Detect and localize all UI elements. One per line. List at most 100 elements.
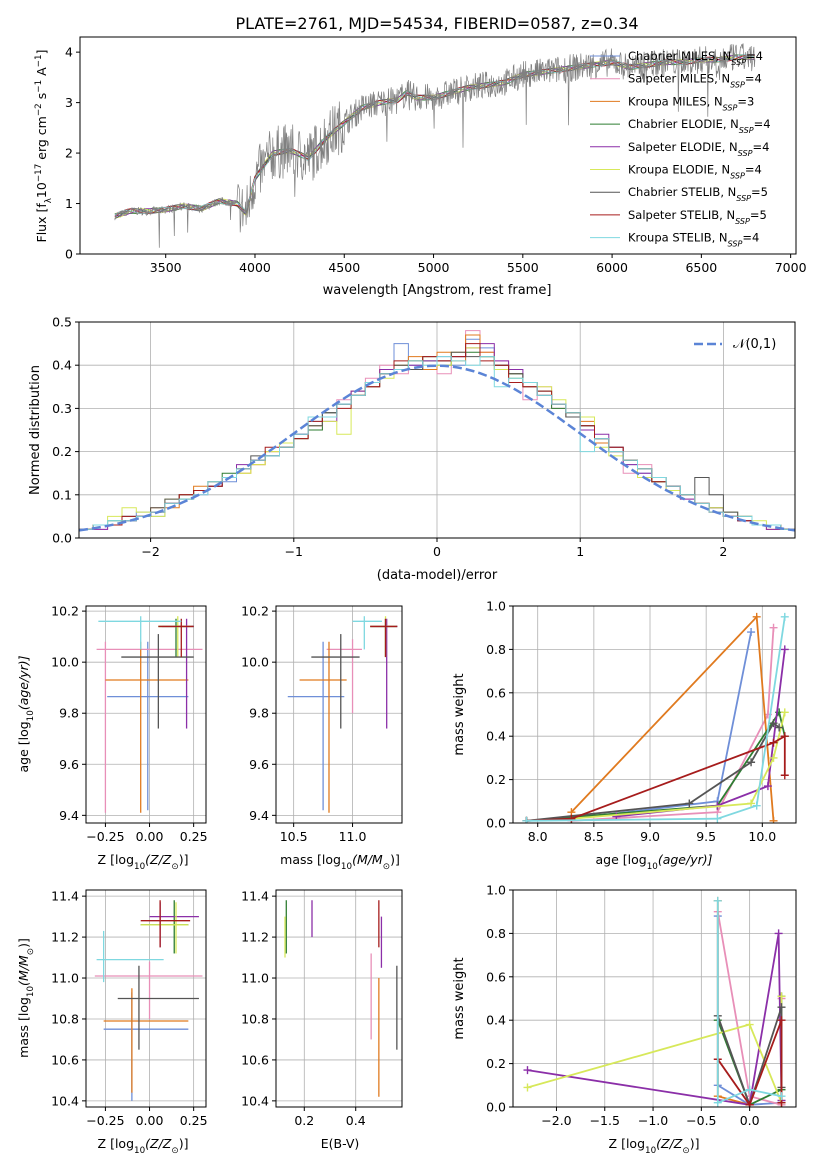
y-tick-label: 0.4 [486,1013,506,1028]
legend-label-part: SSP [730,171,745,180]
y-tick-label: 10.8 [241,1011,269,1026]
plot-area [114,43,756,248]
legend-label: Kroupa MILES, NSSP=3 [628,94,754,112]
y-axis-label-part: −2 [34,103,44,116]
x-tick-label: 4000 [239,260,271,275]
weight-marker [777,992,786,1001]
y-axis-label-part: mass [log [16,997,31,1058]
y-tick-label: 0.3 [52,401,72,416]
y-tick-label: 2 [65,146,73,161]
y-tick-label: 10.0 [51,655,79,670]
y-axis-label: age [log10(age/yr)] [16,655,36,772]
x-tick-label: 6000 [596,260,628,275]
x-axis-label: (data-model)/error [377,568,498,583]
weight-marker [713,814,722,823]
weight-marker [763,782,772,791]
legend-label: Salpeter ELODIE, NSSP=4 [628,140,769,158]
x-axis-label-part: )] [179,852,189,867]
panel-spectrum: 3500 4000 4500 5000 5500 6000 6500 7000 0 1 2 3 4 wav… [34,36,807,298]
histogram-step [79,356,795,530]
legend-label-part: =3 [737,94,754,108]
y-tick-label: 0.4 [486,729,506,744]
axes-frame [512,889,797,1108]
x-axis-label-part: (age/yr)] [658,852,713,867]
x-tick-label: 10.5 [280,829,308,844]
x-tick-label: −0.5 [686,1113,716,1128]
y-axis-label: Flux [fλ10−17 erg cm−2 s−1 A−1] [34,50,54,243]
x-tick-label: 0.00 [136,1113,164,1128]
legend-label-part: Kroupa ELODIE, N [628,163,730,177]
x-axis-label-part: 10 [134,862,145,872]
weight-marker [752,612,761,621]
y-tick-label: 10.8 [51,1011,79,1026]
weight-marker [522,816,531,823]
x-axis-label-part: )] [390,852,400,867]
y-axis-label-part: 10 [34,182,49,198]
x-axis-label-part: mass [log [280,852,341,867]
x-tick-label: −2 [141,544,159,559]
y-tick-label: 11.2 [241,930,269,945]
legend-label-part: SSP [728,239,743,248]
x-tick-label: 2 [719,544,727,559]
y-tick-label: 11.4 [241,889,269,904]
figure-title: PLATE=2761, MJD=54534, FIBERID=0587, z=0… [235,14,638,33]
weight-line [526,616,786,822]
weight-marker [774,929,783,938]
y-axis-label-part: ] [34,50,49,55]
y-tick-label: 0.4 [52,358,72,373]
y-tick-label: 0.0 [486,1100,506,1115]
weight-marker [769,753,778,762]
legend-label-part: Kroupa MILES, N [628,94,723,108]
axes-frame [79,36,797,255]
x-axis-label-part: age [log [595,852,646,867]
y-axis-label-part: (age/yr)] [16,655,31,710]
weight-marker [777,1016,786,1025]
legend-label: Kroupa STELIB, NSSP=4 [628,231,759,249]
y-tick-label: 0.6 [486,685,506,700]
y-tick-label: 0.5 [52,315,72,330]
x-axis-label-part: 10 [647,862,658,872]
legend-label-part: SSP [730,80,745,89]
y-tick-label: 9.6 [249,757,269,772]
x-axis-label-part: Z [log [609,1136,645,1151]
x-axis-label-part: 10 [645,1146,656,1156]
plot-area [94,900,203,1101]
x-axis-label-part: Z [log [98,1136,134,1151]
y-tick-label: 11.0 [51,971,79,986]
y-axis-label-part: age [log [16,721,31,772]
x-tick-label: 5000 [418,260,450,275]
x-axis-label-part: (Z/Z [656,1136,683,1151]
x-axis-label-part: ⊙ [171,1146,178,1156]
y-tick-label: 9.8 [249,706,269,721]
weight-marker [777,1003,786,1012]
x-tick-label: −0.25 [86,829,124,844]
legend-label: Chabrier MILES, NSSP=4 [628,49,763,67]
x-tick-label: 11.0 [339,829,367,844]
y-tick-label: 0.8 [486,926,506,941]
legend-label-part: =4 [754,117,771,131]
plot-area [96,616,203,813]
panel-weight-vs-age: 8.0 8.5 9.0 9.5 10.0 0.0 0.2 0.4 0.6 0.8 1.0 mass w… [452,599,797,872]
y-axis-label-part: s [34,93,49,104]
x-tick-label: 0.00 [136,829,164,844]
x-tick-label: −1.0 [638,1113,668,1128]
y-tick-label: 11.2 [51,930,79,945]
weight-marker [769,719,778,728]
y-axis-label: mass weight [452,673,467,755]
x-axis-label: wavelength [Angstrom, rest frame] [323,283,552,298]
legend-label-part: SSP [736,194,751,203]
x-tick-label: −0.25 [86,1113,124,1128]
chart-panels: 3500 4000 4500 5000 5500 6000 6500 7000 0 1 2 3 4 wav… [16,36,807,1156]
weight-marker [523,1083,532,1092]
y-axis-label-part: 10 [26,986,36,997]
y-tick-label: 1 [65,196,73,211]
legend-label-part: =4 [746,49,763,63]
x-tick-label: 9.0 [640,829,660,844]
x-tick-label: 0.0 [740,1113,760,1128]
weight-marker [780,645,789,654]
plot-area [284,900,398,1097]
axes-frame [512,605,797,824]
weight-marker [747,758,756,767]
y-tick-label: 10.6 [241,1052,269,1067]
plot-area [522,612,789,823]
